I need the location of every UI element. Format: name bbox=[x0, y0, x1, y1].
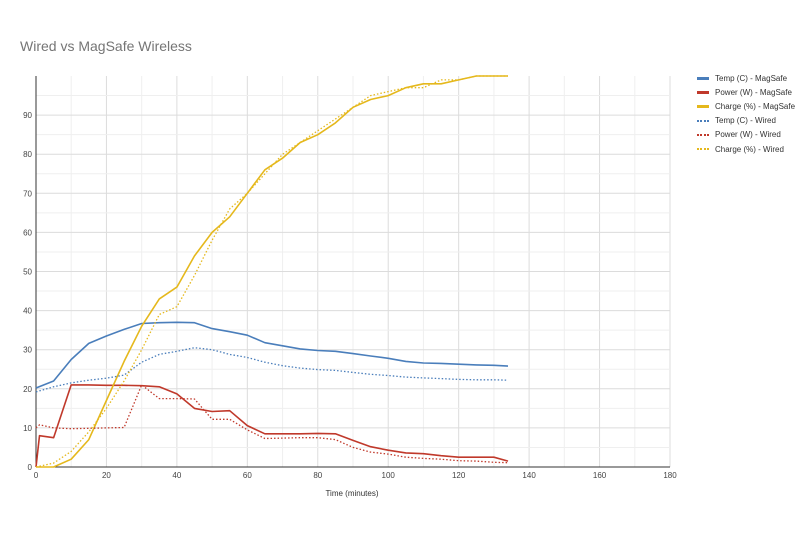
legend-label: Power (W) - MagSafe bbox=[715, 87, 792, 97]
legend-item-1: Temp (C) - MagSafe bbox=[697, 71, 795, 85]
series-lines bbox=[35, 75, 509, 468]
legend-label: Temp (C) - Wired bbox=[715, 116, 776, 126]
legend-swatch bbox=[697, 90, 709, 94]
x-tick-label: 180 bbox=[663, 471, 677, 480]
y-tick-label: 0 bbox=[28, 463, 33, 472]
legend-swatch bbox=[697, 76, 709, 80]
x-tick-label: 140 bbox=[522, 471, 536, 480]
tick-labels: 0 20 40 60 80 100 120 140 160 180 0 10 20 30 40 50 60 70 8… bbox=[23, 111, 677, 480]
legend-item-6: Charge (%) - Wired bbox=[697, 142, 795, 156]
series-line-6 bbox=[35, 75, 508, 468]
legend-label: Charge (%) - Wired bbox=[715, 144, 784, 154]
series-line-1 bbox=[35, 321, 509, 389]
legend-label: Power (W) - Wired bbox=[715, 130, 781, 140]
legend-item-4: Temp (C) - Wired bbox=[697, 114, 795, 128]
y-tick-label: 20 bbox=[23, 385, 32, 394]
series-line-2 bbox=[35, 384, 509, 468]
series-line-4 bbox=[35, 347, 509, 393]
y-tick-label: 80 bbox=[23, 150, 32, 159]
x-tick-label: 60 bbox=[243, 471, 252, 480]
chart-grid bbox=[36, 76, 671, 467]
x-tick-label: 20 bbox=[102, 471, 111, 480]
chart-axes bbox=[35, 76, 670, 468]
y-tick-label: 60 bbox=[23, 228, 32, 237]
legend-swatch bbox=[697, 104, 709, 108]
y-tick-label: 50 bbox=[23, 268, 32, 277]
chart-title: Wired vs MagSafe Wireless bbox=[20, 38, 192, 54]
legend-label: Charge (%) - MagSafe bbox=[715, 101, 796, 111]
x-tick-label: 40 bbox=[172, 471, 181, 480]
y-tick-label: 10 bbox=[23, 424, 32, 433]
y-tick-label: 70 bbox=[23, 189, 32, 198]
x-tick-label: 100 bbox=[382, 471, 396, 480]
legend-swatch bbox=[697, 133, 709, 136]
legend-item-3: Charge (%) - MagSafe bbox=[697, 99, 795, 113]
y-tick-label: 30 bbox=[23, 346, 32, 355]
legend-swatch bbox=[697, 119, 709, 122]
series-line-5 bbox=[35, 384, 509, 464]
x-tick-label: 0 bbox=[34, 471, 39, 480]
x-tick-label: 80 bbox=[313, 471, 322, 480]
legend-item-5: Power (W) - Wired bbox=[697, 128, 795, 142]
y-tick-label: 90 bbox=[23, 111, 32, 120]
x-tick-label: 160 bbox=[593, 471, 607, 480]
x-axis-label: Time (minutes) bbox=[325, 489, 378, 498]
legend-item-2: Power (W) - MagSafe bbox=[697, 85, 795, 99]
legend-label: Temp (C) - MagSafe bbox=[715, 73, 788, 83]
x-tick-label: 120 bbox=[452, 471, 466, 480]
legend-swatch bbox=[697, 148, 709, 151]
y-tick-label: 40 bbox=[23, 307, 32, 316]
chart-legend: Temp (C) - MagSafe Power (W) - MagSafe Cha… bbox=[697, 71, 795, 156]
